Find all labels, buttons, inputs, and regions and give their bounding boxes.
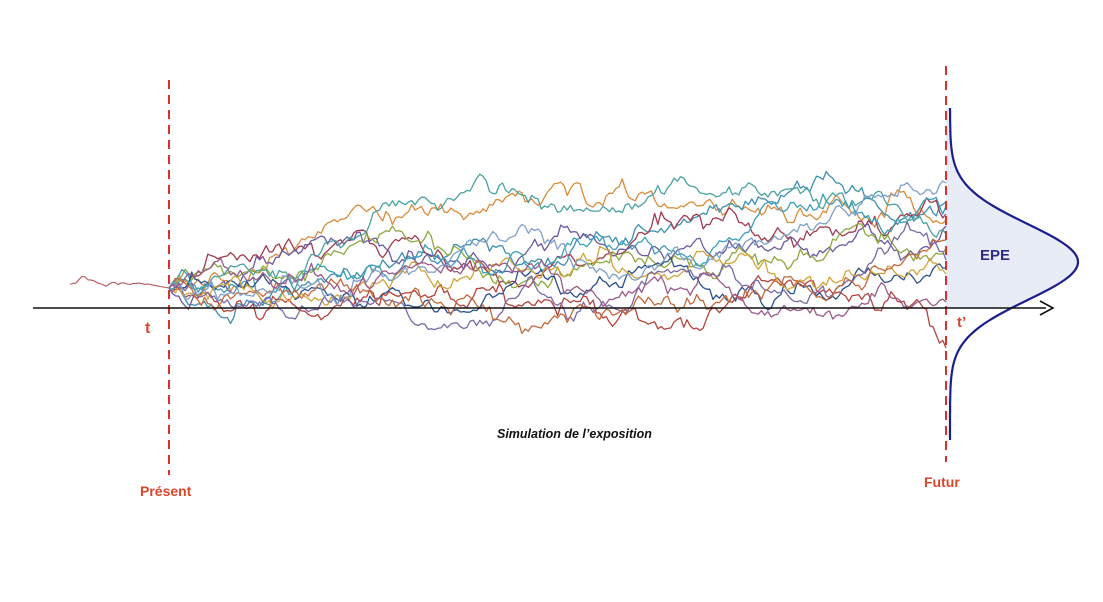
simulated-path [168,275,947,349]
time-axis-arrowhead [1039,300,1055,316]
simulated-path [168,223,947,310]
epe-area [946,108,1078,308]
epe-distribution-curve [948,108,1080,440]
t-start-label: t [145,320,151,337]
simulated-path [168,180,947,306]
t-end-label: t’ [957,314,966,331]
simulated-path [168,173,947,291]
simulated-path [168,193,947,306]
simulated-path [168,197,947,291]
present-label: Présent [140,483,192,499]
historical-path [69,275,170,289]
simulation-caption: Simulation de l’exposition [497,427,652,441]
future-label: Futur [924,474,960,490]
simulated-paths [168,170,947,349]
simulated-path [168,245,947,310]
simulated-path [168,220,947,331]
simulated-path [168,257,947,320]
simulated-path [168,178,947,293]
epe-label: EPE [980,247,1010,264]
simulated-path [168,170,947,325]
simulated-path [168,238,947,335]
simulated-path [168,257,947,314]
